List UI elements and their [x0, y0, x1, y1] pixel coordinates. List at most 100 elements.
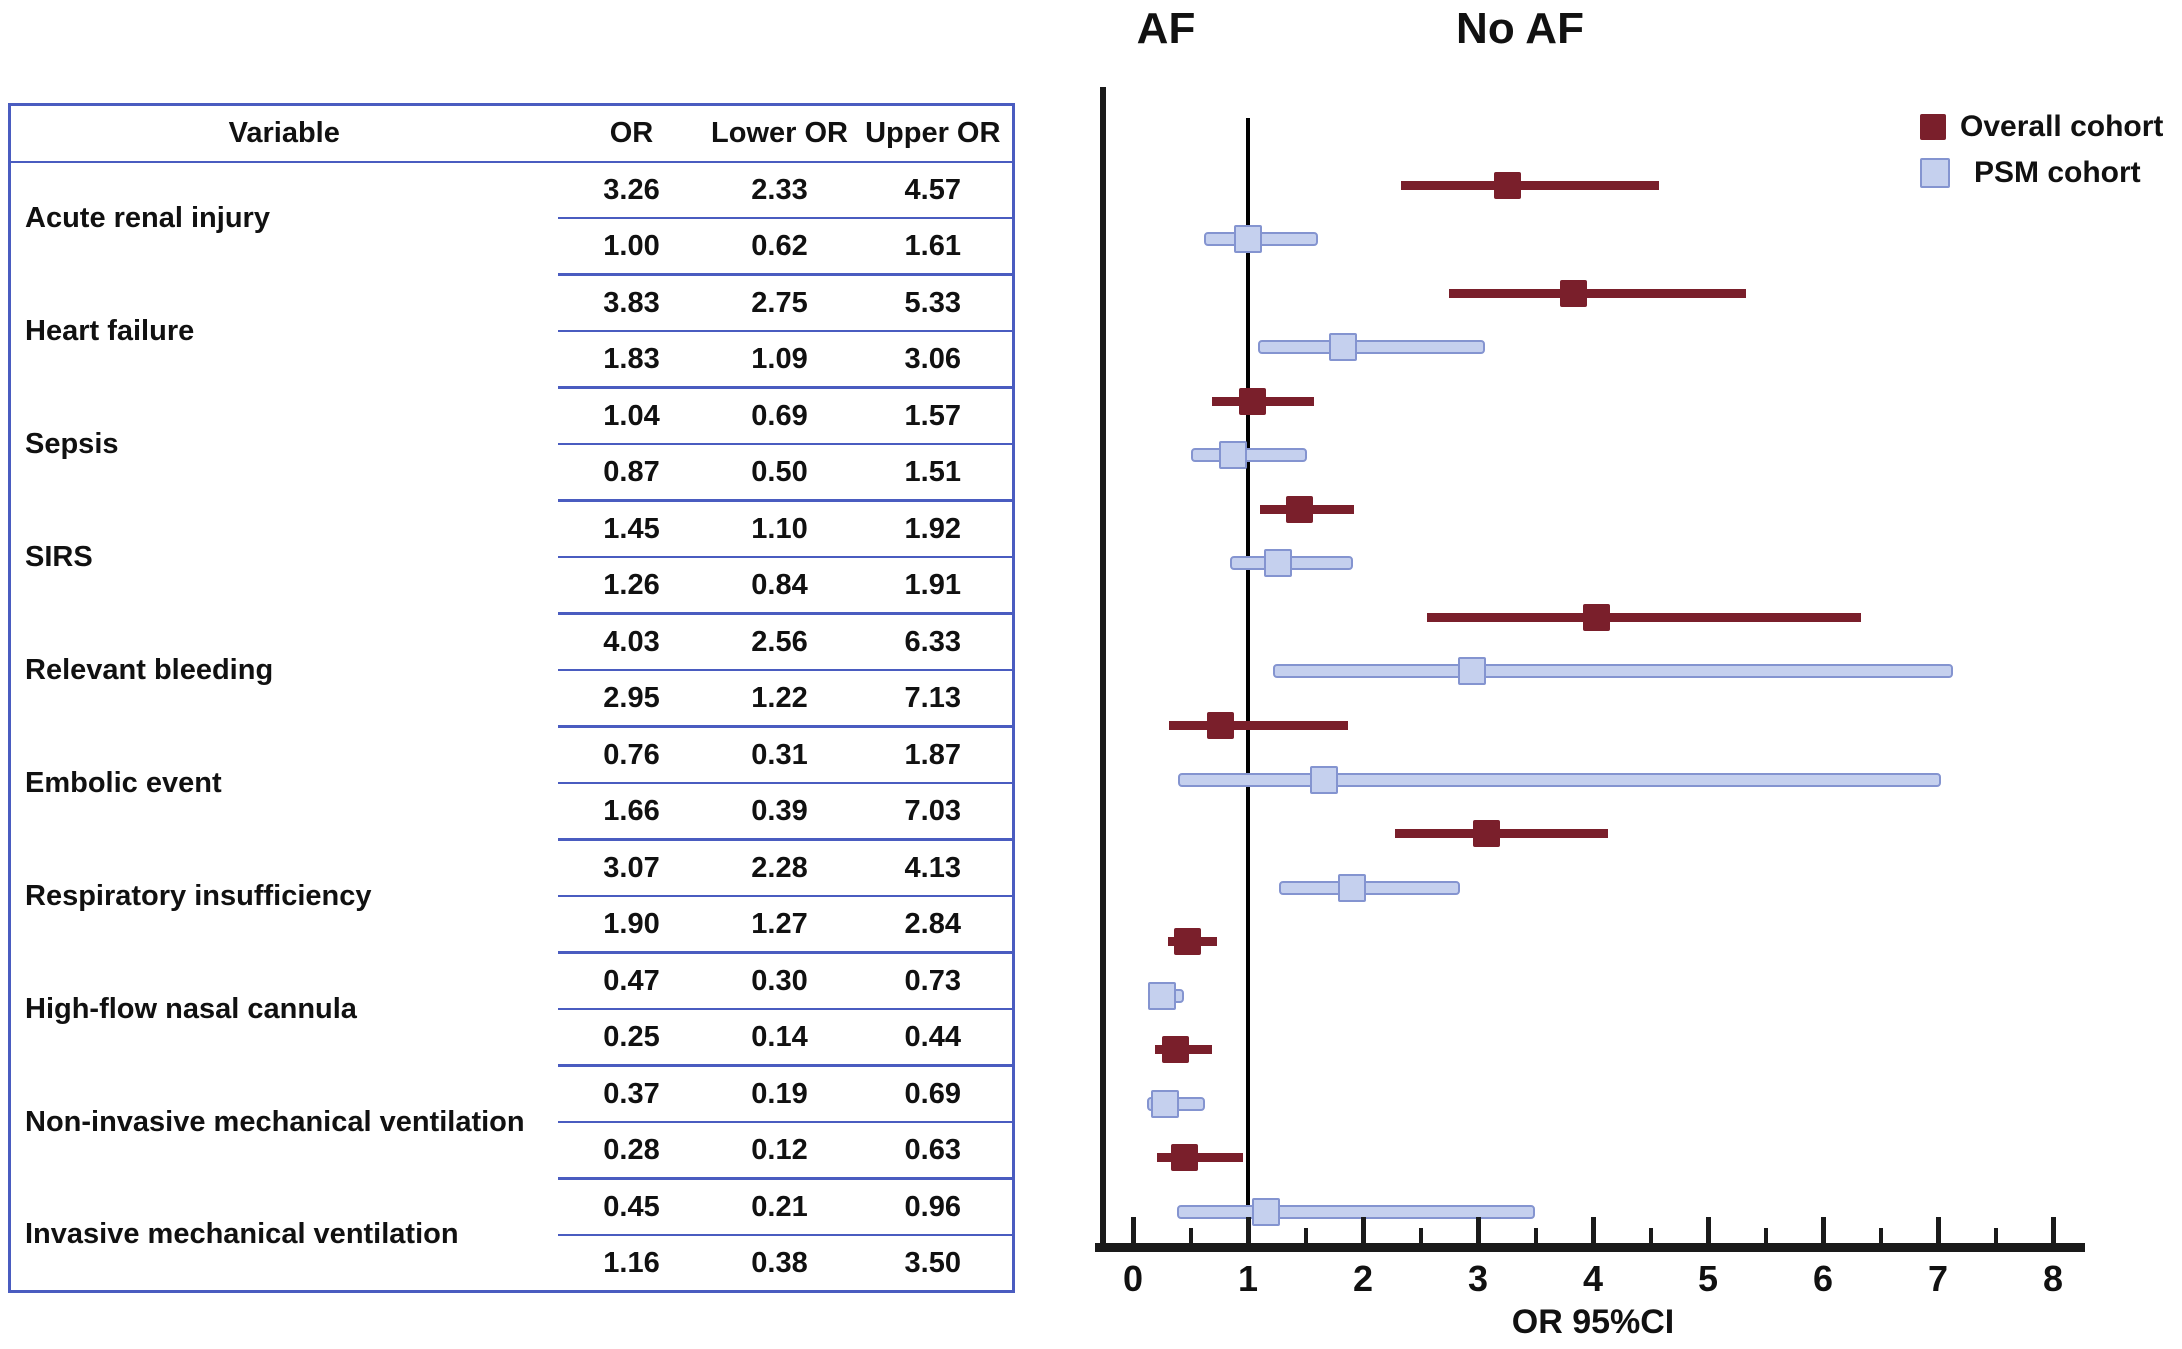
- upper-or-cell: 1.51: [853, 444, 1014, 502]
- ci-bar-psm: [1279, 880, 1460, 895]
- variable-cell: Invasive mechanical ventilation: [25, 1217, 459, 1250]
- point-estimate-psm: [1151, 1089, 1180, 1118]
- ci-bar-psm: [1258, 340, 1485, 355]
- or-cell: 1.66: [557, 783, 706, 841]
- ci-bar-overall: [1395, 829, 1608, 839]
- upper-or-cell: 1.92: [853, 500, 1014, 558]
- header-upper-or: Upper OR: [853, 104, 1014, 163]
- major-tick: [1705, 1217, 1711, 1243]
- or-cell: 0.76: [557, 726, 706, 784]
- lower-or-cell: 0.19: [705, 1065, 854, 1123]
- point-estimate-overall: [1559, 279, 1587, 307]
- table-row: 1.00 0.62 1.61: [10, 218, 1014, 276]
- ci-bar-overall: [1427, 612, 1861, 622]
- table-row: Invasive mechanical ventilation 0.45 0.21 0…: [10, 1178, 1014, 1250]
- variable-cell: High-flow nasal cannula: [25, 992, 357, 1025]
- reference-line-or-1: [1246, 118, 1250, 1243]
- variable-cell: Acute renal injury: [25, 202, 270, 235]
- upper-or-cell: 3.06: [853, 331, 1014, 389]
- upper-or-cell: 3.50: [904, 1246, 961, 1279]
- x-axis-title: OR 95%CI: [1511, 1303, 1675, 1341]
- lower-or-cell: 0.12: [705, 1122, 854, 1180]
- lower-or-cell: 0.14: [705, 1009, 854, 1067]
- lower-or-cell: 0.39: [705, 783, 854, 841]
- upper-or-cell: 2.84: [853, 896, 1014, 954]
- upper-or-cell: 1.87: [853, 726, 1014, 784]
- table-header-row: Variable OR Lower OR Upper OR: [9, 104, 1014, 163]
- or-cell: 3.83: [557, 274, 706, 332]
- or-cell: 1.90: [557, 896, 706, 954]
- point-estimate-psm: [1252, 1197, 1281, 1226]
- ci-bar-psm: [1190, 448, 1307, 463]
- lower-or-cell: 2.28: [705, 839, 854, 897]
- point-estimate-psm: [1147, 981, 1176, 1010]
- ci-bar-overall: [1157, 1153, 1244, 1163]
- table-row: Embolic event 0.76 0.31 1.87: [10, 726, 1014, 799]
- ci-bar-psm: [1176, 1204, 1536, 1219]
- point-estimate-overall: [1239, 387, 1267, 415]
- point-estimate-overall: [1286, 495, 1314, 523]
- table-row: 1.66 0.39 7.03: [10, 783, 1014, 841]
- major-tick: [1360, 1217, 1366, 1243]
- upper-or-cell: 5.33: [853, 274, 1014, 332]
- or-table-body: Acute renal injury 3.26 2.33 4.57 1.00 0.62 1.…: [10, 162, 1014, 1292]
- point-estimate-overall: [1171, 1144, 1199, 1172]
- or-cell: 1.16: [603, 1246, 660, 1279]
- x-tick-label: 1: [1237, 1258, 1259, 1299]
- header-variable: Variable: [9, 104, 558, 163]
- lower-or-cell: 1.22: [705, 670, 854, 728]
- minor-tick: [1763, 1228, 1768, 1243]
- lower-or-cell: 0.50: [705, 444, 854, 502]
- minor-tick: [1188, 1228, 1193, 1243]
- point-estimate-psm: [1234, 225, 1262, 254]
- point-estimate-overall: [1173, 928, 1201, 956]
- point-estimate-psm: [1337, 873, 1366, 902]
- table-row: SIRS 1.45 1.10 1.92: [10, 500, 1014, 573]
- or-cell: 1.04: [557, 387, 706, 445]
- major-tick: [1130, 1217, 1136, 1243]
- ci-bar-overall: [1168, 721, 1349, 731]
- lower-or-cell: 1.09: [705, 331, 854, 389]
- x-tick-label: 0: [1122, 1258, 1144, 1299]
- upper-or-cell: 4.13: [853, 839, 1014, 897]
- point-estimate-overall: [1582, 603, 1610, 631]
- or-cell: 3.07: [557, 839, 706, 897]
- table-row: Non-invasive mechanical ventilation 0.37 0…: [10, 1065, 1014, 1138]
- point-estimate-overall: [1494, 171, 1522, 199]
- or-cell: 1.00: [557, 218, 706, 276]
- or-cell: 0.37: [557, 1065, 706, 1123]
- or-cell: 2.95: [557, 670, 706, 728]
- point-estimate-overall: [1472, 820, 1500, 848]
- variable-cell: SIRS: [25, 540, 93, 573]
- lower-or-cell: 2.56: [705, 613, 854, 671]
- point-estimate-psm: [1329, 333, 1358, 362]
- or-cell: 0.47: [557, 952, 706, 1010]
- upper-or-cell: 0.69: [853, 1065, 1014, 1123]
- variable-cell: Heart failure: [25, 314, 195, 347]
- table-row: 0.28 0.12 0.63: [10, 1122, 1014, 1180]
- psm-cohort-swatch-icon: [1920, 158, 1950, 188]
- or-table: Variable OR Lower OR Upper OR Acute rena…: [8, 103, 1015, 1293]
- or-cell: 4.03: [557, 613, 706, 671]
- table-row: Relevant bleeding 4.03 2.56 6.33: [10, 613, 1014, 686]
- point-estimate-psm: [1458, 657, 1487, 686]
- upper-or-cell: 1.91: [853, 557, 1014, 615]
- variable-cell: Non-invasive mechanical ventilation: [25, 1105, 525, 1138]
- x-tick-label: 3: [1467, 1258, 1489, 1299]
- lower-or-cell: 1.10: [705, 500, 854, 558]
- lower-or-cell: 0.69: [705, 387, 854, 445]
- lower-or-cell: 1.27: [705, 896, 854, 954]
- or-cell: 1.45: [557, 500, 706, 558]
- header-or: OR: [557, 104, 706, 163]
- point-estimate-psm: [1263, 549, 1292, 578]
- variable-cell: Relevant bleeding: [25, 653, 274, 686]
- major-tick: [1820, 1217, 1826, 1243]
- minor-tick: [1993, 1228, 1998, 1243]
- legend-label-psm: PSM cohort: [1974, 156, 2141, 189]
- or-cell: 1.26: [557, 557, 706, 615]
- or-cell: 0.28: [557, 1122, 706, 1180]
- upper-or-cell: 7.03: [853, 783, 1014, 841]
- lower-or-cell: 0.31: [705, 726, 854, 784]
- ci-bar-overall: [1449, 288, 1746, 298]
